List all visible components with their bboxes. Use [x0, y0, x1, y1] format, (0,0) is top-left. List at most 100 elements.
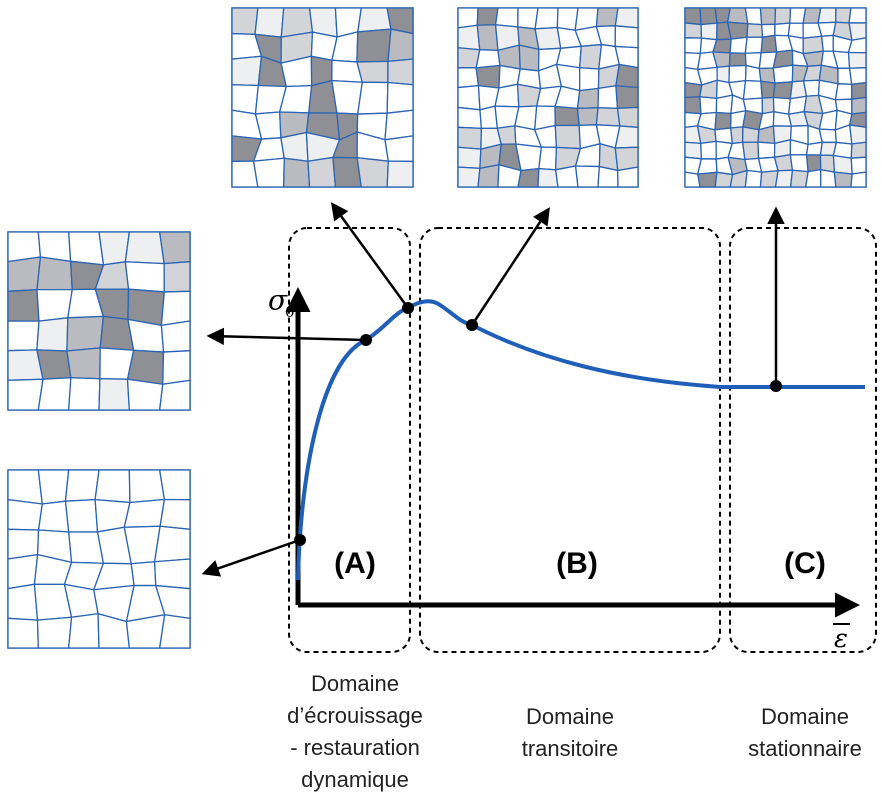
- grain: [726, 21, 749, 40]
- grain: [231, 55, 263, 87]
- grain: [477, 164, 500, 188]
- grain: [744, 64, 762, 82]
- grain: [130, 561, 157, 587]
- grain: [479, 105, 498, 130]
- grain: [851, 96, 867, 115]
- domain-label: Domaine: [761, 704, 849, 729]
- grain: [774, 169, 794, 188]
- grain: [684, 7, 702, 26]
- grain: [616, 106, 639, 128]
- arrows: [201, 202, 785, 577]
- microstructure: [7, 231, 191, 411]
- y-axis-label-sub: 0: [285, 303, 295, 321]
- grain: [774, 22, 791, 37]
- grain: [850, 171, 867, 188]
- domain-box-b: [419, 227, 721, 653]
- grain: [847, 51, 867, 69]
- grain: [697, 171, 718, 188]
- microstructure: [684, 7, 867, 188]
- grain: [332, 156, 362, 188]
- grain: [153, 525, 191, 563]
- microstructure: [231, 7, 414, 188]
- grain: [457, 126, 483, 150]
- grain: [789, 154, 809, 173]
- grain: [283, 157, 311, 188]
- grain: [760, 34, 778, 54]
- arrow: [330, 202, 410, 309]
- grain: [697, 158, 718, 175]
- grain: [742, 141, 760, 161]
- domain-label: Domaine: [526, 704, 614, 729]
- grain: [851, 81, 867, 100]
- grain: [457, 84, 481, 111]
- grain: [597, 85, 619, 109]
- grain: [714, 111, 732, 131]
- grain: [68, 613, 100, 649]
- grain: [772, 81, 794, 100]
- grain: [614, 125, 639, 149]
- grain: [699, 96, 718, 115]
- grain: [617, 166, 639, 188]
- grain: [821, 34, 834, 52]
- grain: [534, 7, 559, 30]
- domain-box-a: [288, 227, 411, 653]
- arrow: [206, 327, 367, 346]
- grain: [356, 60, 389, 84]
- grain: [128, 469, 166, 504]
- grain: [7, 583, 39, 621]
- grain: [538, 146, 558, 171]
- grain: [537, 168, 559, 188]
- grain: [494, 7, 519, 28]
- grain: [515, 143, 543, 172]
- domain-box-c: [729, 227, 877, 653]
- grain: [848, 7, 867, 24]
- grain: [615, 85, 639, 109]
- grain: [159, 469, 191, 501]
- grain: [774, 7, 792, 25]
- grain: [457, 24, 481, 51]
- grain: [518, 44, 540, 72]
- grain: [159, 498, 191, 530]
- grain: [761, 96, 775, 115]
- grain: [7, 378, 44, 411]
- grain: [356, 28, 392, 63]
- grain: [574, 165, 601, 188]
- grain: [37, 469, 70, 505]
- grain: [595, 107, 621, 127]
- grain: [280, 131, 309, 162]
- point: [360, 334, 372, 346]
- grain: [834, 83, 853, 101]
- grain: [36, 317, 69, 352]
- grain: [728, 64, 747, 84]
- grain: [124, 261, 165, 293]
- grain: [357, 7, 392, 33]
- grain: [614, 146, 639, 172]
- point: [402, 302, 414, 314]
- points: [294, 302, 782, 546]
- grain: [578, 67, 600, 92]
- point: [466, 319, 478, 331]
- grain: [848, 67, 867, 85]
- grain: [476, 7, 499, 26]
- region-tag: (A): [334, 547, 376, 580]
- grain: [700, 140, 717, 160]
- grain: [126, 349, 165, 385]
- grain: [475, 64, 501, 89]
- grain: [714, 171, 734, 188]
- arrow: [201, 538, 301, 577]
- grain: [742, 126, 760, 144]
- grain: [475, 49, 501, 69]
- grain: [833, 171, 853, 188]
- grain: [699, 7, 718, 26]
- grain: [494, 83, 520, 108]
- region-tag: (B): [556, 547, 598, 580]
- domain-label: dynamique: [301, 767, 409, 792]
- grain: [64, 469, 100, 502]
- grain: [36, 349, 72, 380]
- grain: [7, 256, 42, 292]
- grain: [384, 135, 414, 163]
- grain: [556, 7, 579, 31]
- grain: [744, 36, 764, 54]
- grain: [387, 28, 414, 63]
